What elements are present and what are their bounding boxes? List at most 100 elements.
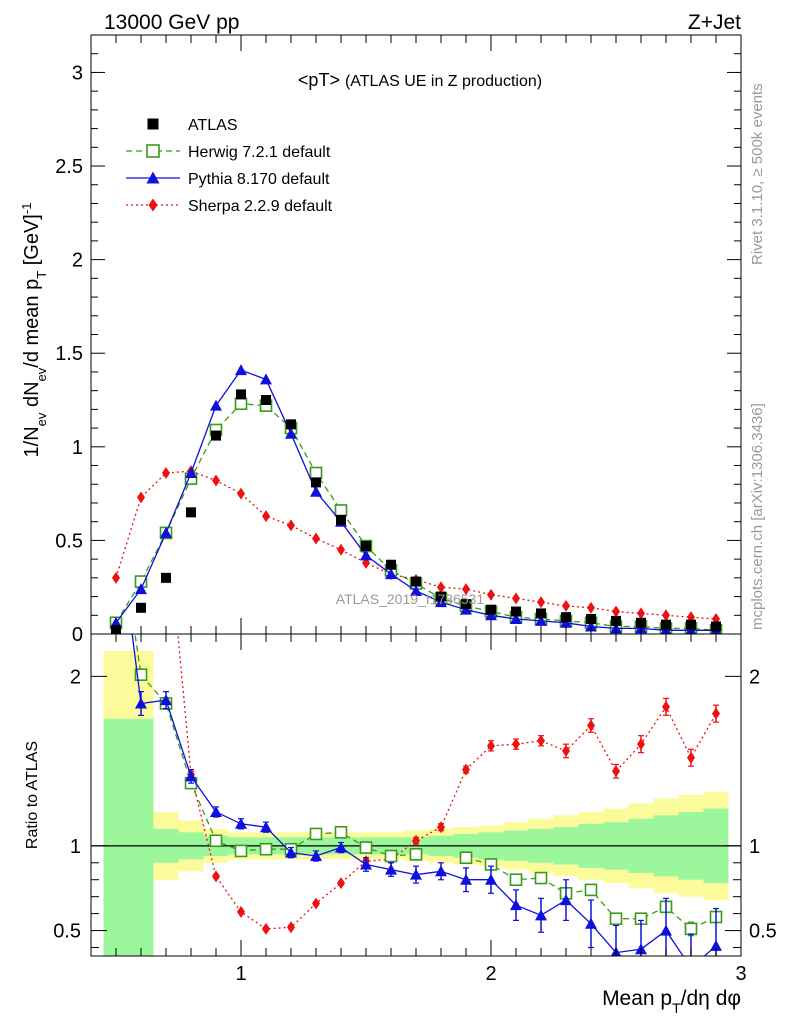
pythia-ratio-point	[435, 865, 447, 877]
pythia-ratio-point	[710, 939, 722, 951]
pythia-ratio-point	[185, 770, 197, 782]
pythia-ratio-point	[660, 924, 672, 936]
legend: ATLAS Herwig 7.2.1 default Pythia 8.170 de…	[126, 117, 333, 215]
main-y-tick-label: 1.5	[55, 343, 83, 365]
herwig-ratio-point	[234, 844, 248, 858]
ratio-clip-group	[110, 501, 723, 973]
pythia-point	[185, 467, 197, 479]
atlas-point	[411, 576, 421, 587]
pythia-ratio-point	[135, 697, 147, 709]
pythia-ratio-point	[235, 817, 247, 829]
pythia-point	[310, 485, 322, 497]
pythia-ratio-point	[685, 962, 697, 973]
side-text-lower: mcplots.cern.ch [arXiv:1306.3436]	[749, 403, 766, 630]
sherpa-ratio-point	[562, 744, 570, 757]
pythia-ratio-point	[485, 873, 497, 885]
pythia-point	[510, 613, 522, 625]
pythia-ratio-point	[260, 821, 272, 833]
atlas-point	[261, 395, 271, 406]
atlas-point	[586, 614, 596, 625]
legend-marker-atlas	[147, 118, 159, 130]
atlas-point	[611, 615, 621, 626]
ratio-y-tick-label-right: 1	[749, 836, 760, 858]
legend-item-herwig: Herwig 7.2.1 default	[126, 144, 331, 161]
herwig-ratio-point	[111, 501, 122, 512]
pythia-ratio-point	[560, 894, 572, 906]
main-y-axis-label: 1/Nev dNev/d mean pT [GeV]-1	[19, 203, 49, 458]
sherpa-ratio-point	[237, 905, 245, 918]
watermark: ATLAS_2019_I1736531	[336, 591, 485, 607]
ratio-y-axis-label: Ratio to ATLAS	[24, 741, 41, 849]
pythia-point	[410, 584, 422, 596]
sherpa-ratio-point	[712, 707, 720, 720]
x-tick-label: 2	[485, 963, 496, 985]
x-tick-label: 3	[735, 963, 746, 985]
herwig-ratio-point	[209, 834, 223, 848]
atlas-point	[686, 619, 696, 630]
pythia-point	[260, 373, 272, 385]
herwig-point	[334, 504, 348, 517]
herwig-ratio-point	[134, 668, 148, 681]
sherpa-point	[237, 487, 245, 500]
sherpa-point	[537, 596, 545, 609]
band-group	[91, 650, 741, 956]
legend-label-atlas: ATLAS	[188, 117, 238, 134]
herwig-ratio-point	[309, 827, 323, 841]
main-y-tick-label: 0	[72, 624, 83, 646]
sherpa-ratio-point	[512, 738, 520, 751]
sherpa-ratio-point	[437, 821, 445, 834]
ratio-y-tick-label-right: 0.5	[749, 921, 777, 943]
herwig-ratio-point	[459, 851, 473, 865]
ratio-series-layer	[110, 501, 723, 973]
atlas-point	[636, 617, 646, 628]
sherpa-ratio-point	[662, 700, 670, 713]
herwig-ratio-point	[334, 825, 348, 839]
atlas-point	[311, 477, 321, 488]
herwig-ratio-point	[359, 841, 373, 854]
sherpa-point	[487, 588, 495, 601]
atlas-point	[136, 602, 146, 613]
legend-label-sherpa: Sherpa 2.2.9 default	[188, 198, 333, 215]
sherpa-ratio-point	[687, 751, 695, 764]
pythia-point	[235, 364, 247, 376]
side-text-upper: Rivet 3.1.10, ≥ 500k events	[749, 83, 766, 265]
sherpa-point	[587, 601, 595, 614]
chart-title-main: <pT>	[298, 70, 345, 90]
atlas-point	[386, 559, 396, 570]
band-stat	[128, 718, 154, 956]
ratio-axes: 0.5 0.5 1 1 2 2 1 2 3	[53, 633, 777, 985]
sherpa-point	[437, 581, 445, 594]
pythia-ratio-point	[285, 846, 297, 858]
pythia-point	[435, 596, 447, 608]
ratio-y-tick-label: 0.5	[53, 921, 81, 943]
sherpa-point	[287, 519, 295, 532]
atlas-point	[236, 389, 246, 400]
ratio-series-sherpa	[177, 634, 720, 935]
atlas-point	[486, 604, 496, 615]
sherpa-point	[662, 609, 670, 622]
herwig-point	[309, 466, 323, 480]
pythia-point	[360, 549, 372, 561]
main-y-tick-label: 3	[72, 62, 83, 84]
pythia-ratio-point	[110, 501, 122, 512]
herwig-ratio-point	[684, 922, 698, 936]
sherpa-point	[637, 607, 645, 620]
pythia-ratio-point	[510, 899, 522, 911]
atlas-point	[461, 599, 471, 610]
pythia-ratio-point	[310, 850, 322, 862]
atlas-point	[661, 619, 671, 630]
main-y-tick-label: 1	[72, 437, 83, 459]
x-tick-label: 1	[235, 963, 246, 985]
herwig-ratio-point	[384, 849, 398, 863]
pythia-ratio-point	[535, 909, 547, 921]
herwig-point	[234, 397, 248, 411]
main-axes: 0 0.5 1 1.5 2 2.5 3	[55, 34, 742, 646]
pythia-point	[110, 616, 122, 628]
atlas-point	[161, 572, 171, 583]
pythia-point	[285, 427, 297, 439]
pythia-point	[460, 603, 472, 615]
x-axis-label: Mean pT/dη dφ	[602, 987, 741, 1016]
pythia-point	[385, 568, 397, 580]
header-right: Z+Jet	[688, 11, 741, 34]
